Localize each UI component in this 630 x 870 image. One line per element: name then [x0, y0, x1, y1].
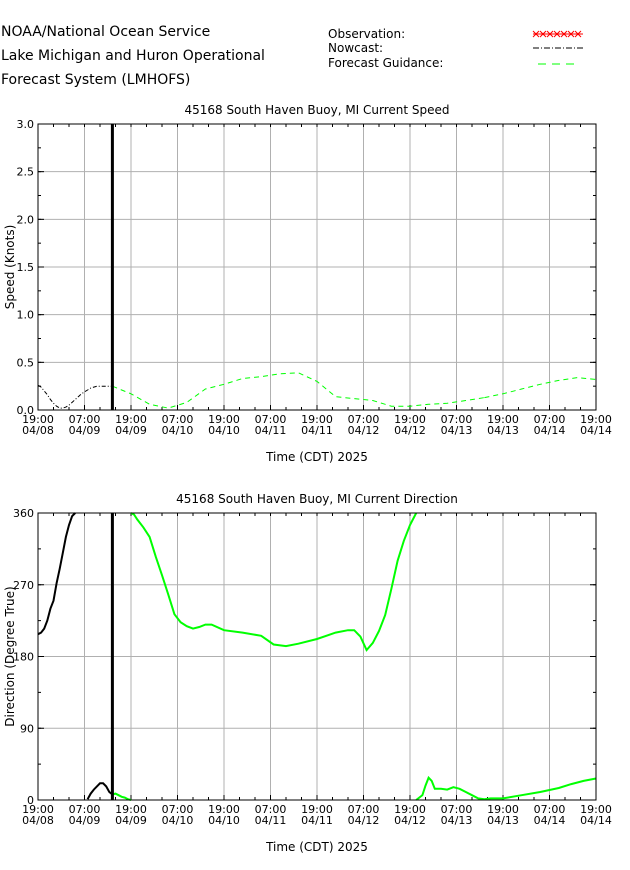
x-tick-label-time: 19:00 — [394, 803, 426, 816]
x-tick-label-time: 07:00 — [255, 803, 287, 816]
x-tick-label-time: 19:00 — [22, 803, 54, 816]
header-agency: NOAA/National Ocean Service — [1, 24, 211, 40]
x-tick-label-date: 04/08 — [22, 814, 54, 827]
x-axis-label: Time (CDT) 2025 — [265, 450, 368, 464]
y-tick-label: 0 — [27, 794, 34, 807]
y-axis-label: Direction (Degree True) — [3, 586, 17, 726]
x-tick-label-date: 04/09 — [115, 814, 147, 827]
legend-nowcast-label: Nowcast: — [328, 41, 384, 55]
x-tick-label-date: 04/13 — [441, 424, 473, 437]
series-line — [37, 512, 76, 636]
y-axis-label: Speed (Knots) — [3, 225, 17, 310]
x-tick-label-date: 04/11 — [301, 424, 333, 437]
legend-forecast-label: Forecast Guidance: — [328, 56, 444, 70]
x-tick-label-time: 19:00 — [115, 413, 147, 426]
chart-title: 45168 South Haven Buoy, MI Current Speed — [184, 103, 449, 117]
x-tick-label-date: 04/12 — [348, 424, 380, 437]
x-tick-label-time: 19:00 — [487, 803, 519, 816]
x-tick-label-time: 19:00 — [301, 803, 333, 816]
x-tick-label-time: 07:00 — [348, 413, 380, 426]
x-tick-label-date: 04/10 — [208, 814, 240, 827]
x-tick-label-time: 19:00 — [487, 413, 519, 426]
x-tick-label-date: 04/10 — [162, 814, 194, 827]
speed-chart: 45168 South Haven Buoy, MI Current Speed… — [3, 103, 612, 464]
x-tick-label-time: 19:00 — [208, 803, 240, 816]
plot-frame — [37, 512, 597, 801]
chart-title: 45168 South Haven Buoy, MI Current Direc… — [176, 492, 458, 506]
series-line — [112, 372, 485, 409]
x-tick-label-date: 04/12 — [394, 424, 426, 437]
y-tick-label: 180 — [13, 651, 34, 664]
header-system: Lake Michigan and Huron Operational — [1, 48, 265, 64]
legend-observation-swatch — [532, 30, 583, 38]
series-line — [86, 782, 114, 800]
x-tick-label-time: 19:00 — [580, 413, 612, 426]
x-tick-label-date: 04/13 — [441, 814, 473, 827]
x-tick-label-time: 19:00 — [394, 413, 426, 426]
x-tick-label-time: 07:00 — [162, 413, 194, 426]
x-tick-label-date: 04/14 — [580, 424, 612, 437]
plot-frame — [37, 123, 597, 411]
x-tick-label-time: 07:00 — [69, 413, 101, 426]
y-tick-label: 2.5 — [17, 166, 35, 179]
y-tick-label: 360 — [13, 507, 34, 520]
y-tick-label: 1.0 — [17, 309, 35, 322]
x-tick-label-date: 04/09 — [115, 424, 147, 437]
series-line — [415, 775, 597, 801]
x-tick-label-date: 04/14 — [534, 424, 566, 437]
y-tick-label: 3.0 — [17, 118, 35, 131]
x-tick-label-date: 04/11 — [301, 814, 333, 827]
x-tick-label-time: 07:00 — [69, 803, 101, 816]
x-axis-label: Time (CDT) 2025 — [265, 840, 368, 854]
x-tick-label-time: 07:00 — [348, 803, 380, 816]
x-tick-label-time: 07:00 — [255, 413, 287, 426]
x-tick-label-date: 04/09 — [69, 424, 101, 437]
y-tick-label: 0.0 — [17, 404, 35, 417]
x-tick-label-time: 07:00 — [534, 803, 566, 816]
x-tick-label-time: 19:00 — [22, 413, 54, 426]
x-tick-label-time: 19:00 — [115, 803, 147, 816]
x-tick-label-date: 04/10 — [162, 424, 194, 437]
series-line — [130, 512, 418, 652]
x-tick-label-date: 04/13 — [487, 814, 519, 827]
header-system-abbrev: Forecast System (LMHOFS) — [1, 72, 191, 88]
series-line — [484, 377, 597, 399]
y-tick-label: 0.5 — [17, 356, 35, 369]
legend-swatches — [532, 30, 583, 65]
x-tick-label-time: 19:00 — [580, 803, 612, 816]
series-line — [112, 792, 132, 801]
y-tick-label: 1.5 — [17, 261, 35, 274]
x-tick-label-date: 04/10 — [208, 424, 240, 437]
y-tick-label: 270 — [13, 579, 34, 592]
x-tick-label-date: 04/13 — [487, 424, 519, 437]
x-tick-label-date: 04/14 — [534, 814, 566, 827]
y-tick-label: 90 — [20, 722, 34, 735]
x-tick-label-time: 07:00 — [162, 803, 194, 816]
y-tick-label: 2.0 — [17, 213, 35, 226]
x-tick-label-time: 07:00 — [534, 413, 566, 426]
x-tick-label-date: 04/09 — [69, 814, 101, 827]
x-tick-label-date: 04/08 — [22, 424, 54, 437]
x-tick-label-date: 04/11 — [255, 814, 287, 827]
legend-observation-label: Observation: — [328, 27, 406, 41]
series-line — [37, 384, 113, 409]
x-tick-label-time: 19:00 — [208, 413, 240, 426]
direction-chart: 45168 South Haven Buoy, MI Current Direc… — [3, 492, 612, 854]
x-tick-label-time: 07:00 — [441, 803, 473, 816]
x-tick-label-time: 07:00 — [441, 413, 473, 426]
x-tick-label-date: 04/12 — [394, 814, 426, 827]
x-tick-label-date: 04/11 — [255, 424, 287, 437]
x-tick-label-date: 04/14 — [580, 814, 612, 827]
x-tick-label-time: 19:00 — [301, 413, 333, 426]
x-tick-label-date: 04/12 — [348, 814, 380, 827]
